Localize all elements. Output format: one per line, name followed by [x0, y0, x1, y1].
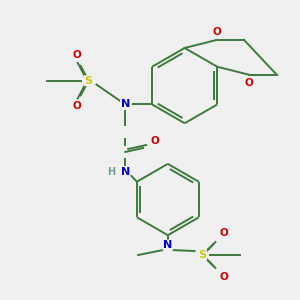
- Text: O: O: [72, 50, 81, 60]
- Text: O: O: [212, 27, 221, 37]
- Text: O: O: [220, 272, 229, 282]
- Text: N: N: [121, 99, 130, 110]
- Text: O: O: [244, 78, 253, 88]
- Text: N: N: [163, 240, 172, 250]
- Text: N: N: [121, 167, 130, 177]
- Text: O: O: [220, 228, 229, 238]
- Text: S: S: [85, 76, 93, 85]
- Text: H: H: [107, 167, 116, 177]
- Text: O: O: [72, 101, 81, 111]
- Text: S: S: [199, 250, 206, 260]
- Text: O: O: [151, 136, 159, 146]
